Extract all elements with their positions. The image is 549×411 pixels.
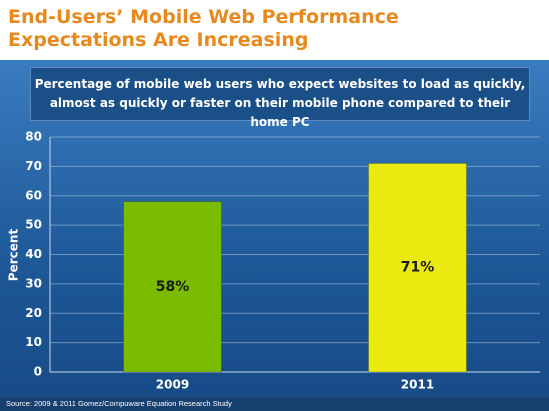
y-tick-label: 60: [25, 188, 42, 202]
y-tick-label: 30: [25, 276, 42, 290]
data-label: 58%: [156, 279, 190, 295]
y-axis-label: Percent: [7, 229, 21, 282]
y-tick-label: 20: [25, 306, 42, 320]
y-tick-label: 0: [34, 365, 42, 379]
chart-title: End-Users’ Mobile Web Performance Expect…: [8, 6, 399, 51]
data-label: 71%: [401, 260, 435, 276]
chart-subtitle: Percentage of mobile web users who expec…: [30, 67, 530, 129]
source-note: Source: 2009 & 2011 Gomez/Compuware Equa…: [0, 397, 549, 411]
bar: [123, 201, 222, 373]
y-tick-label: 50: [25, 218, 42, 232]
x-tick-label: 2009: [156, 378, 189, 392]
bar: [368, 162, 467, 373]
y-tick-label: 40: [25, 247, 42, 261]
y-tick-label: 10: [25, 335, 42, 349]
y-tick-label: 70: [25, 159, 42, 173]
y-tick-label: 80: [25, 130, 42, 144]
x-tick-label: 2011: [401, 378, 434, 392]
